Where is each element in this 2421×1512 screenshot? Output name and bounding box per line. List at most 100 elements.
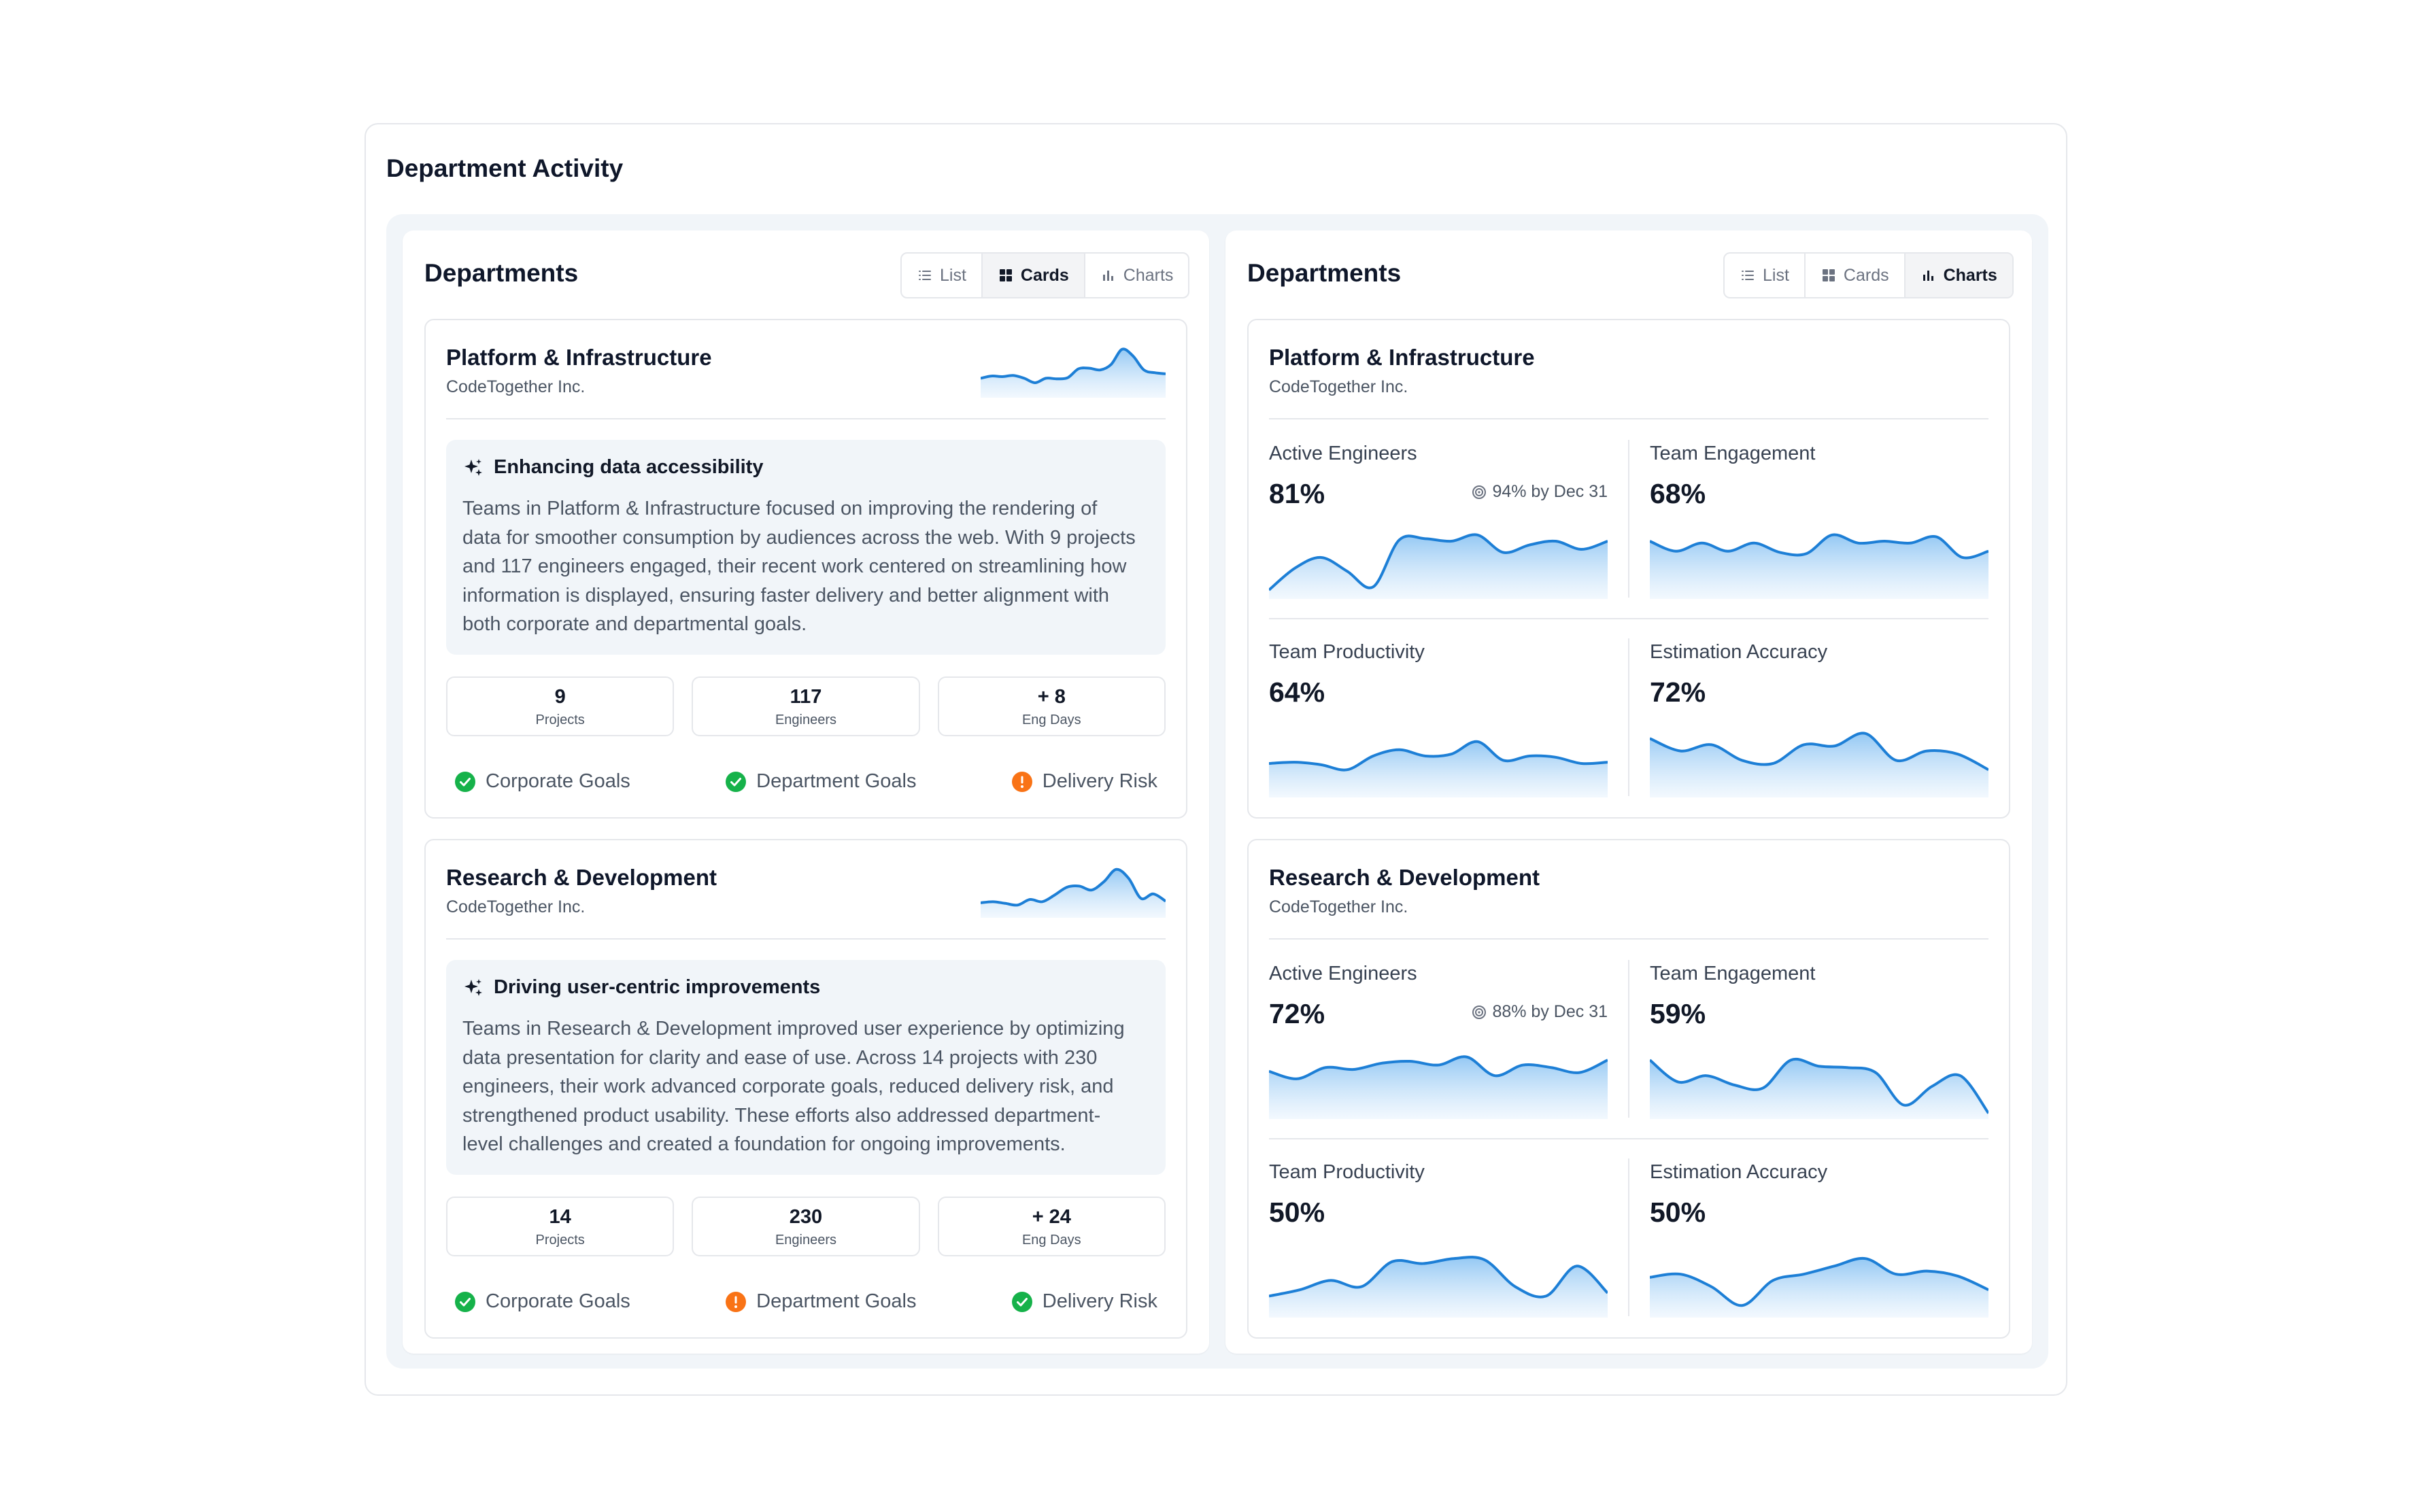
summary-text: Teams in Platform & Infrastructure focus…	[462, 498, 1136, 635]
company-name: CodeTogether Inc.	[1269, 897, 1408, 916]
sparkle-icon	[464, 458, 482, 476]
stat-box: + 8 Eng Days	[937, 676, 1166, 736]
metric-tile[interactable]: Team Productivity 50%	[1268, 1138, 1609, 1337]
view-switcher: List Cards Charts	[900, 252, 1190, 298]
department-card[interactable]: Research & Development CodeTogether Inc. D…	[424, 839, 1187, 1339]
divider	[1269, 418, 1988, 419]
vertical-divider	[1628, 1158, 1629, 1316]
panels-container: Departments List Cards Charts Platform &…	[386, 214, 2048, 1369]
divider	[446, 418, 1166, 419]
sparkline-line	[1268, 740, 1608, 772]
goal-status: Delivery Risk	[1011, 770, 1157, 793]
sparkline-area	[1269, 1056, 1608, 1119]
metric-trend-chart	[1649, 533, 1989, 599]
metric-value: 72%	[1269, 998, 1325, 1029]
metric-sparkline	[1648, 1051, 1990, 1119]
department-card[interactable]: Platform & Infrastructure CodeTogether In…	[424, 319, 1187, 819]
sparkline-line	[1649, 1256, 1989, 1307]
bar-chart-icon	[1102, 271, 1113, 281]
metric-trend-chart	[1268, 740, 1608, 797]
company-name: CodeTogether Inc.	[446, 377, 586, 396]
metric-trend-chart	[1268, 1055, 1608, 1119]
target-icon	[1472, 1005, 1487, 1019]
view-list-label: List	[940, 265, 966, 285]
sparkline-area	[1650, 733, 1988, 797]
goal-label: Department Goals	[756, 1290, 917, 1312]
department-name: Research & Development	[1269, 865, 1540, 890]
sparkline-area	[981, 869, 1166, 918]
metric-tile[interactable]: Estimation Accuracy 72%	[1649, 618, 1989, 817]
sparkline-line	[1268, 1055, 1608, 1080]
view-charts-label: Charts	[1123, 265, 1174, 285]
metric-tile[interactable]: Team Engagement 68%	[1649, 419, 1989, 618]
departments-panel-charts: Departments List Cards Charts Platform &…	[1225, 230, 2032, 1354]
stat-value: + 24	[1032, 1205, 1071, 1228]
sparkline-area	[1650, 1258, 1988, 1318]
check-circle-icon	[1011, 1291, 1032, 1312]
metric-label: Estimation Accuracy	[1650, 1161, 1828, 1183]
list-icon	[1742, 271, 1754, 280]
metric-value: 59%	[1650, 998, 1706, 1029]
view-list-button[interactable]: List	[1725, 254, 1806, 297]
metric-value: 64%	[1269, 676, 1325, 708]
stat-value: 117	[790, 685, 822, 708]
summary-title: Driving user-centric improvements	[494, 976, 821, 998]
view-charts-button[interactable]: Charts	[1905, 254, 2012, 297]
metric-tile[interactable]: Team Productivity 64%	[1268, 618, 1608, 817]
metric-target: 88% by Dec 31	[1472, 1002, 1608, 1022]
divider	[446, 938, 1166, 940]
metric-label: Team Productivity	[1269, 641, 1425, 663]
goal-label: Corporate Goals	[486, 1290, 630, 1312]
summary-text: Teams in Research & Development improved…	[462, 1018, 1125, 1155]
department-chart-card[interactable]: Platform & Infrastructure CodeTogether In…	[1247, 319, 2010, 819]
metric-label: Team Engagement	[1650, 443, 1816, 464]
metric-sparkline	[1268, 1051, 1608, 1119]
department-activity-widget: Department Activity Departments List Car…	[365, 123, 2067, 1396]
sparkline-area	[1269, 1257, 1608, 1318]
metric-tile[interactable]: Active Engineers 81% 94% by Dec 31	[1268, 419, 1608, 618]
metric-tile[interactable]: Team Engagement 59%	[1648, 940, 1990, 1138]
panel-title: Departments	[1247, 259, 1402, 287]
stat-value: 9	[554, 685, 566, 708]
metric-sparkline	[1649, 531, 1989, 599]
metric-tile[interactable]: Active Engineers 72% 88% by Dec 31	[1268, 940, 1608, 1138]
department-chart-card[interactable]: Research & Development CodeTogether Inc. A…	[1247, 839, 2010, 1339]
metric-trend-chart	[1268, 1256, 1609, 1318]
trend-chart	[980, 867, 1167, 918]
horizontal-divider	[1269, 1138, 1988, 1139]
sparkline-line	[1649, 533, 1989, 560]
metric-label: Estimation Accuracy	[1650, 641, 1828, 663]
page-title: Department Activity	[386, 154, 624, 182]
stat-label: Projects	[535, 712, 585, 727]
goal-label: Corporate Goals	[486, 770, 630, 792]
sparkline-line	[1268, 1256, 1609, 1299]
metric-target: 94% by Dec 31	[1472, 482, 1608, 502]
check-circle-icon	[455, 1291, 475, 1312]
view-cards-button[interactable]: Cards	[1806, 254, 1906, 297]
metric-label: Team Engagement	[1650, 963, 1816, 984]
goal-label: Department Goals	[756, 770, 917, 792]
goals-row: Corporate Goals Department Goals Delivery …	[454, 1290, 1157, 1313]
view-charts-button[interactable]: Charts	[1085, 254, 1189, 297]
metric-trend-chart	[1649, 732, 1989, 797]
metric-label: Active Engineers	[1269, 963, 1417, 984]
list-icon	[919, 271, 931, 280]
stats-row: 14 Projects 230 Engineers + 24 Eng Days	[446, 1197, 1166, 1256]
department-name: Platform & Infrastructure	[446, 345, 712, 370]
ai-summary: Driving user-centric improvements Teams i…	[446, 960, 1166, 1175]
metric-label: Team Productivity	[1269, 1161, 1425, 1183]
view-list-label: List	[1763, 265, 1789, 285]
stat-label: Projects	[535, 1232, 585, 1248]
department-name: Platform & Infrastructure	[1269, 345, 1535, 370]
view-cards-button[interactable]: Cards	[982, 254, 1085, 297]
stat-box: + 24 Eng Days	[937, 1197, 1166, 1256]
sparkline-area	[1650, 1059, 1988, 1119]
goal-label: Delivery Risk	[1042, 1290, 1157, 1312]
metric-sparkline	[1268, 1250, 1609, 1318]
view-list-button[interactable]: List	[902, 254, 983, 297]
sparkline-line	[980, 347, 1166, 384]
check-circle-icon	[726, 771, 747, 792]
metric-sparkline	[1649, 1250, 1989, 1318]
alert-circle-icon	[1011, 771, 1032, 792]
metric-tile[interactable]: Estimation Accuracy 50%	[1649, 1138, 1989, 1337]
